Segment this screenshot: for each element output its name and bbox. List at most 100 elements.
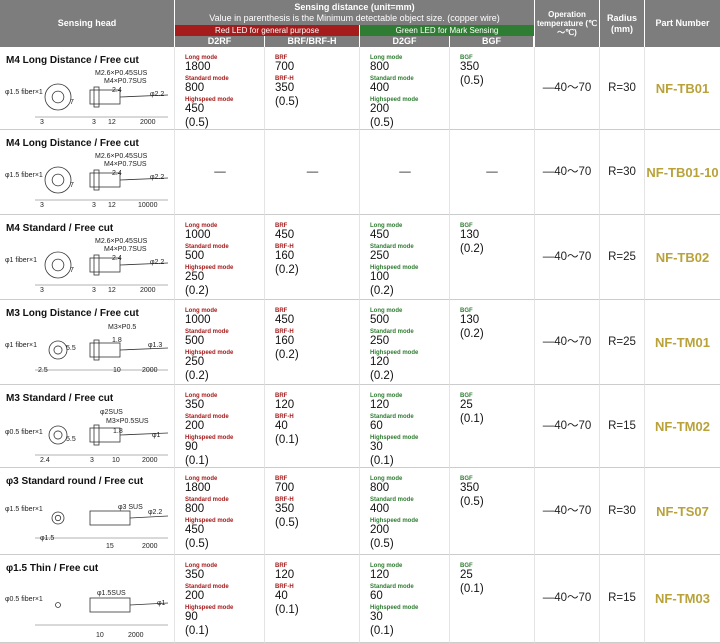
mode-label: BRF xyxy=(275,55,288,61)
distance-value: 450 xyxy=(185,524,205,536)
mode-label: Highspeed mode xyxy=(185,265,234,271)
header-cell: Sensing distance (unit=mm) Value in paren… xyxy=(175,0,534,25)
fiber xyxy=(129,515,169,519)
distance-value: 160 xyxy=(275,250,295,262)
distance-value: 40 xyxy=(275,420,288,432)
distance-value: 200 xyxy=(185,420,205,432)
header-text: Value in parenthesis is the Minimum dete… xyxy=(209,12,500,23)
dimension-label: M2.6×P0.45SUS xyxy=(95,70,148,77)
distance-value: 1000 xyxy=(185,229,211,241)
mode-label: Long mode xyxy=(185,55,218,61)
part-number: NF-TB01 xyxy=(655,80,710,96)
dimension-label: 5.5 xyxy=(66,345,76,352)
mode-label: Highspeed mode xyxy=(185,518,234,524)
mode-label: Long mode xyxy=(185,393,218,399)
front-view-inner xyxy=(54,514,62,522)
dimension-label: 2.4 xyxy=(40,457,50,464)
mode-label: Long mode xyxy=(185,563,218,569)
min-object: (0.2) xyxy=(185,285,209,297)
min-object: (0.5) xyxy=(370,538,394,550)
mode-label: Highspeed mode xyxy=(185,350,234,356)
mode-label: BRF xyxy=(275,308,288,314)
fiber xyxy=(129,602,169,606)
mode-label: Standard mode xyxy=(370,584,414,590)
green-band: Green LED for Mark Sensing xyxy=(360,25,534,36)
min-object: (0.2) xyxy=(460,243,484,255)
min-object: (0.1) xyxy=(275,604,299,616)
sensor-body xyxy=(89,510,131,526)
min-object: (0.1) xyxy=(185,455,209,467)
mode-label: BGF xyxy=(460,476,473,482)
dimension-label: M2.6×P0.45SUS xyxy=(95,153,148,160)
mode-label: BRF xyxy=(275,393,288,399)
sub-header: BRF/BRF-H xyxy=(265,36,359,47)
distance-value: 350 xyxy=(185,399,205,411)
mode-label: Standard mode xyxy=(370,244,414,250)
sensor-nut xyxy=(93,254,100,276)
dimension-label: φ2.2 xyxy=(148,509,163,516)
dimension-label: 12 xyxy=(108,287,116,294)
dimension-label: M2.6×P0.45SUS xyxy=(95,238,148,245)
mode-label: Long mode xyxy=(185,476,218,482)
sensor-nut xyxy=(93,86,100,108)
dash: — xyxy=(214,165,226,178)
distance-value: 1800 xyxy=(185,482,211,494)
dimension-label: 5.5 xyxy=(66,436,76,443)
distance-value: 200 xyxy=(370,103,390,115)
distance-value: 500 xyxy=(370,314,390,326)
mode-label: Long mode xyxy=(370,55,403,61)
dash: — xyxy=(486,165,498,178)
part-number: NF-TS07 xyxy=(656,503,709,519)
min-object: (0.1) xyxy=(370,625,394,637)
temperature: —40～70 xyxy=(542,165,592,178)
dimension-label: φ1 fiber×1 xyxy=(5,342,37,349)
dimension-label: 3 xyxy=(90,457,94,464)
front-view-inner xyxy=(51,258,65,272)
min-object: (0.5) xyxy=(460,75,484,87)
distance-value: 25 xyxy=(460,569,473,581)
dimension-label: φ2.2 xyxy=(150,259,165,266)
mode-label: Standard mode xyxy=(185,584,229,590)
min-object: (0.2) xyxy=(370,285,394,297)
front-view-inner xyxy=(53,345,63,355)
min-object: (0.1) xyxy=(460,413,484,425)
dimension-label: φ1.5 fiber×1 xyxy=(5,89,43,96)
dimension-label: 3 xyxy=(92,119,96,126)
dimension-label: 2000 xyxy=(142,457,158,464)
head-title: M3 Standard / Free cut xyxy=(6,393,114,404)
distance-value: 400 xyxy=(370,503,390,515)
mode-label: Highspeed mode xyxy=(185,97,234,103)
dimension-label: 10 xyxy=(113,367,121,374)
dimension-label: 10 xyxy=(96,632,104,639)
distance-value: 800 xyxy=(370,482,390,494)
mode-label: Standard mode xyxy=(185,497,229,503)
front-view xyxy=(55,602,61,608)
temperature: —40～70 xyxy=(542,250,592,263)
dimension-label: 15 xyxy=(106,543,114,550)
header-cell: Sensing head xyxy=(0,0,174,47)
min-object: (0.5) xyxy=(460,496,484,508)
temperature: —40～70 xyxy=(542,81,592,94)
front-view xyxy=(44,251,72,279)
dimension-label: M3×P0.5SUS xyxy=(106,418,149,425)
mode-label: Highspeed mode xyxy=(370,265,419,271)
dimension-label: 2000 xyxy=(140,287,156,294)
mode-label: BRF-H xyxy=(275,329,294,335)
dimension-label: 1.8 xyxy=(112,337,122,344)
front-view-inner xyxy=(51,90,65,104)
head-title: M3 Long Distance / Free cut xyxy=(6,308,139,319)
radius: R=15 xyxy=(608,419,636,432)
front-view xyxy=(51,511,65,525)
radius: R=25 xyxy=(608,250,636,263)
distance-value: 800 xyxy=(185,82,205,94)
red-band: Red LED for general purpose xyxy=(175,25,359,36)
distance-value: 700 xyxy=(275,482,295,494)
dimension-label: 2.5 xyxy=(38,367,48,374)
distance-value: 120 xyxy=(275,399,295,411)
header-cell: Radius (mm) xyxy=(600,0,644,47)
dimension-label: M4×P0.7SUS xyxy=(104,78,147,85)
distance-value: 130 xyxy=(460,229,480,241)
mode-label: Long mode xyxy=(370,563,403,569)
